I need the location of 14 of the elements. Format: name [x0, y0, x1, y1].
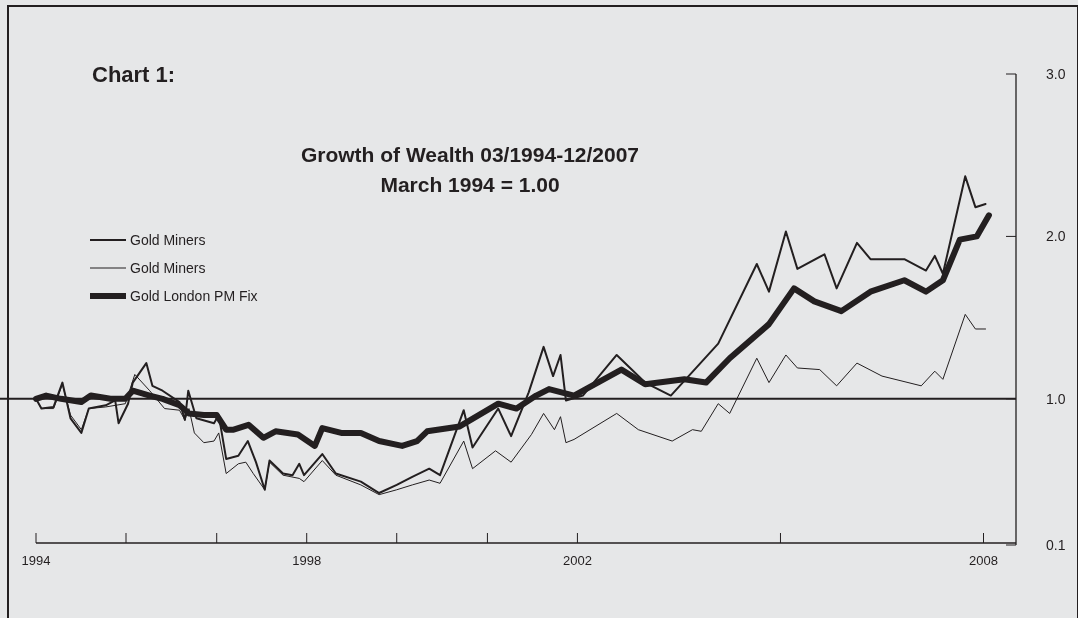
x-tick-label: 2008 — [969, 553, 998, 568]
legend-label: Gold Miners — [130, 231, 206, 248]
legend-label: Gold London PM Fix — [130, 287, 258, 304]
x-tick-label: 2002 — [562, 553, 592, 568]
legend-label: Gold Miners — [130, 259, 206, 276]
text: March 1994 = 1.00 — [380, 173, 560, 196]
y-tick-label: 3.0 — [1046, 65, 1066, 82]
y-tick-label: 2.0 — [1046, 228, 1066, 245]
y-tick-label: 0.1 — [1046, 536, 1066, 553]
annotation: Chart 1: — [92, 62, 176, 87]
x-tick-label: 1994 — [21, 553, 51, 568]
text: Growth of Wealth 03/1994-12/2007 — [300, 143, 640, 166]
x-tick-label: 1998 — [292, 553, 322, 568]
y-tick-label: 1.0 — [1046, 390, 1066, 407]
